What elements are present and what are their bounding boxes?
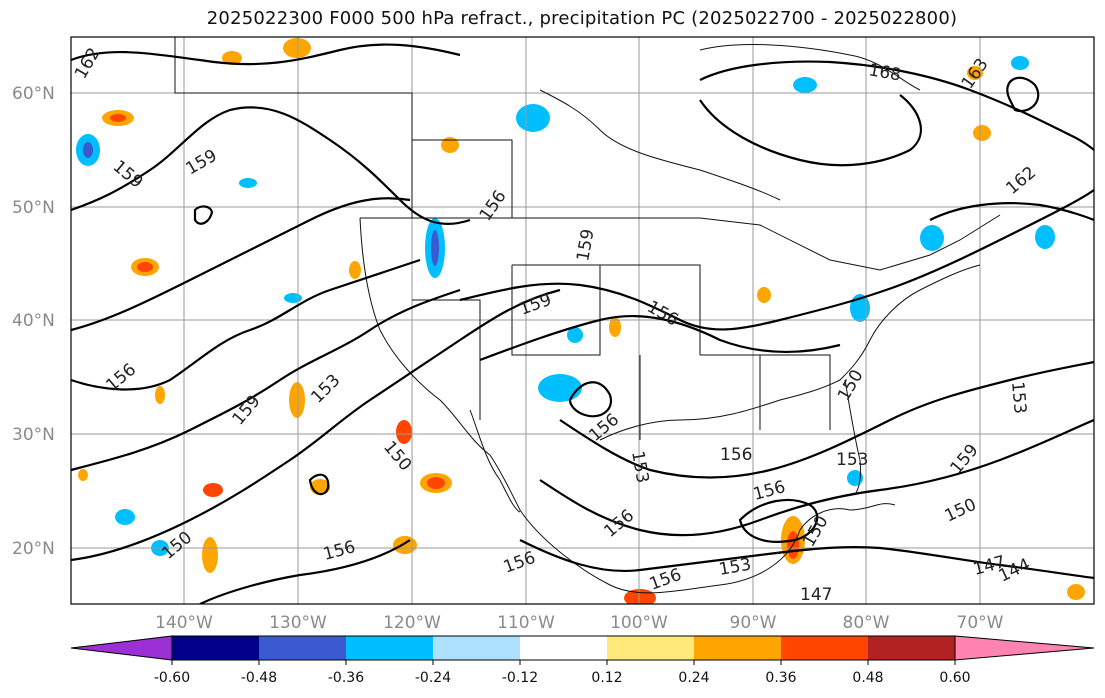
lat-label: 60°N: [12, 84, 55, 104]
map-title: 2025022300 F000 500 hPa refract., precip…: [206, 8, 958, 29]
colorbar-segment: [607, 636, 694, 660]
colorbar-tick-label: 0.12: [591, 670, 622, 686]
lon-label: 110°W: [497, 613, 555, 633]
colorbar-outline: [171, 635, 956, 661]
colorbar-tick-label: -0.36: [328, 670, 364, 686]
colorbar-tick-label: -0.60: [154, 670, 190, 686]
lon-label: 120°W: [383, 613, 441, 633]
contour-label: 153: [1007, 381, 1030, 415]
colorbar-segment: [694, 636, 781, 660]
lat-label: 20°N: [12, 539, 55, 559]
lon-label: 140°W: [155, 613, 213, 633]
map-border: [70, 36, 1095, 605]
colorbar-segment: [433, 636, 520, 660]
refractivity-contours: [71, 43, 1094, 604]
lat-label: 50°N: [12, 198, 55, 218]
colorbar-tick-label: -0.12: [502, 670, 538, 686]
colorbar-segment: [259, 636, 346, 660]
colorbar-segment: [346, 636, 433, 660]
lat-label: 30°N: [12, 425, 55, 445]
longitude-labels: 140°W 130°W 120°W 110°W 100°W 90°W 80°W …: [155, 613, 1004, 633]
lat-label: 40°N: [12, 311, 55, 331]
colorbar-tick-label: 0.60: [939, 670, 970, 686]
colorbar-extend-left: [70, 635, 173, 661]
coastlines: [174, 37, 1001, 594]
colorbar-segment: [781, 636, 868, 660]
lon-label: 90°W: [730, 613, 777, 633]
colorbar-tick-label: -0.24: [415, 670, 451, 686]
colorbar-segment: [520, 636, 607, 660]
colorbar-segment: [172, 636, 259, 660]
colorbar-segment: [868, 636, 955, 660]
latitude-labels: 60°N 50°N 40°N 30°N 20°N: [12, 84, 55, 559]
contour-label: 147: [800, 585, 832, 605]
lon-label: 70°W: [957, 613, 1004, 633]
contour-label: 153: [836, 450, 868, 470]
precip-patches: [76, 38, 1085, 604]
colorbar-extend-right: [954, 635, 1095, 661]
colorbar-tick-label: 0.48: [852, 670, 883, 686]
lon-label: 130°W: [269, 613, 327, 633]
contour-label: 156: [720, 445, 752, 465]
colorbar: -0.60 -0.48 -0.36 -0.24 -0.12 0.12 0.24 …: [70, 635, 1095, 686]
colorbar-tick-label: 0.24: [678, 670, 709, 686]
lon-label: 100°W: [610, 613, 668, 633]
colorbar-tick-label: 0.36: [765, 670, 796, 686]
lon-label: 80°W: [843, 613, 890, 633]
colorbar-tick-label: -0.48: [241, 670, 277, 686]
